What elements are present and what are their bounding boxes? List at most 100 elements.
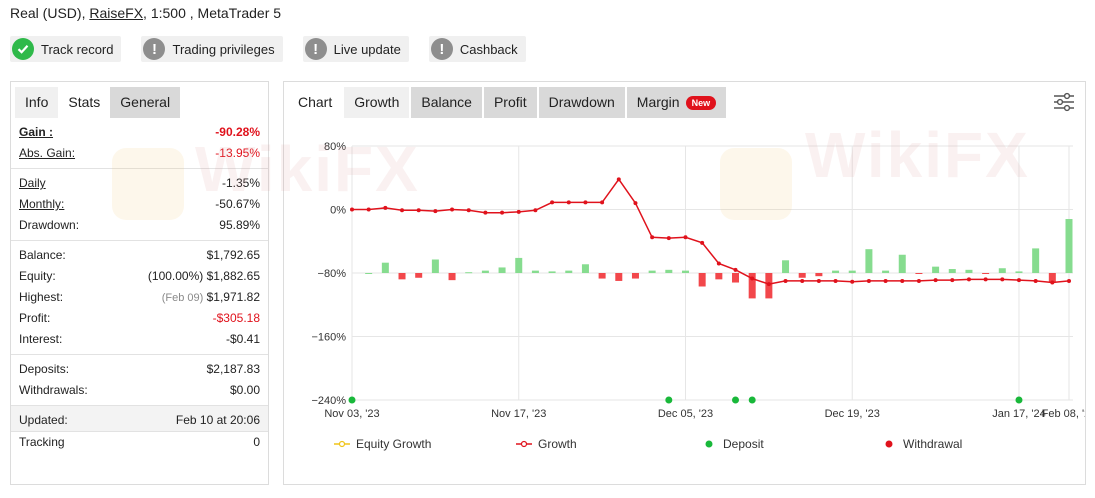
stat-value: -$0.41	[225, 332, 260, 346]
deposit-marker	[348, 396, 356, 404]
growth-point	[516, 209, 521, 214]
growth-point	[983, 277, 988, 282]
growth-point	[650, 235, 655, 240]
badge-live-update[interactable]: ! Live update	[302, 36, 409, 62]
growth-point	[366, 207, 371, 212]
badge-track-record[interactable]: Track record	[10, 36, 122, 62]
growth-point	[600, 200, 605, 205]
stats-body: Gain : -90.28% Abs. Gain: -13.95% Daily …	[11, 118, 268, 457]
stat-label[interactable]: Monthly:	[19, 197, 65, 211]
broker-link[interactable]: RaiseFX	[89, 5, 144, 21]
stat-value: (Feb 09) $1,971.82	[162, 287, 260, 309]
daily-bar	[415, 273, 423, 278]
legend-label: Equity Growth	[356, 437, 431, 451]
stat-value: Feb 10 at 20:06	[175, 413, 260, 427]
period-group: Daily -1.35% Monthly: -50.67% Drawdown: …	[11, 168, 268, 240]
tab-general[interactable]: General	[110, 87, 181, 118]
growth-point	[616, 177, 621, 182]
stat-abs-gain: Abs. Gain: -13.95%	[11, 143, 268, 164]
growth-point	[833, 278, 838, 283]
highest-date: (Feb 09)	[161, 292, 204, 304]
stat-value: (100.00%) $1,882.65	[147, 269, 260, 283]
tab-stats[interactable]: Stats	[68, 94, 101, 110]
stat-value: -13.95%	[215, 146, 260, 160]
legend-swatch-dot	[705, 440, 713, 448]
sliders-icon[interactable]	[1053, 92, 1075, 112]
daily-bar	[1048, 273, 1056, 282]
tab-balance[interactable]: Balance	[411, 87, 482, 118]
stat-label[interactable]: Daily	[19, 176, 46, 190]
growth-point	[1067, 278, 1071, 283]
growth-point	[466, 208, 471, 213]
tab-chart[interactable]: Chart	[298, 94, 333, 110]
deposit-group: Deposits: $2,187.83 Withdrawals: $0.00	[11, 354, 268, 405]
daily-bar	[631, 273, 639, 279]
chart-tabs: Chart Growth Balance Profit Drawdown Mar…	[288, 87, 728, 118]
tab-margin-label: Margin	[636, 94, 680, 110]
updated-group: Updated: Feb 10 at 20:06	[11, 405, 268, 431]
stat-balance: Balance: $1,792.65	[11, 245, 268, 266]
daily-bar	[882, 270, 890, 273]
growth-point	[666, 236, 671, 241]
stat-value: -90.28%	[215, 125, 260, 139]
daily-bar	[748, 273, 756, 299]
growth-line	[352, 178, 1070, 285]
tab-profit[interactable]: Profit	[483, 87, 537, 118]
growth-point	[533, 208, 538, 213]
daily-bar	[381, 262, 389, 273]
daily-bar	[1065, 219, 1073, 273]
y-tick-label: 80%	[324, 141, 346, 153]
growth-point	[1033, 278, 1038, 283]
badge-trading-privileges[interactable]: ! Trading privileges	[141, 36, 283, 62]
growth-point	[900, 278, 905, 283]
daily-bar	[698, 273, 706, 287]
daily-bar	[448, 273, 456, 281]
stat-drawdown: Drawdown: 95.89%	[11, 215, 268, 236]
tab-info[interactable]: Info	[15, 87, 59, 118]
account-line: Real (USD), RaiseFX, 1:500 , MetaTrader …	[10, 5, 281, 21]
daily-bar	[665, 269, 673, 273]
growth-point	[733, 267, 738, 272]
tab-margin[interactable]: Margin New	[626, 87, 727, 118]
daily-bar	[965, 269, 973, 273]
stat-profit: Profit: -$305.18	[11, 308, 268, 329]
x-tick-label: Dec 05, '23	[658, 408, 713, 420]
daily-bar	[998, 268, 1006, 273]
stat-updated: Updated: Feb 10 at 20:06	[11, 410, 268, 431]
badge-label: Live update	[333, 41, 401, 57]
deposit-marker	[665, 396, 673, 404]
badge-label: Trading privileges	[172, 41, 275, 57]
daily-bar	[531, 270, 539, 273]
stat-equity: Equity: (100.00%) $1,882.65	[11, 266, 268, 287]
deposit-marker	[748, 396, 756, 404]
daily-bar	[865, 249, 873, 273]
daily-bar	[715, 273, 723, 280]
growth-point	[450, 207, 455, 212]
daily-bar	[581, 264, 589, 273]
stat-value: $1,792.65	[206, 248, 260, 262]
daily-bar	[681, 270, 689, 273]
tab-drawdown[interactable]: Drawdown	[538, 87, 625, 118]
growth-point	[916, 278, 921, 283]
daily-bar	[481, 270, 489, 273]
new-badge: New	[685, 95, 717, 110]
growth-point	[950, 278, 955, 283]
growth-point	[483, 210, 488, 215]
deposit-marker	[732, 396, 740, 404]
x-tick-label: Nov 03, '23	[324, 408, 379, 420]
stat-label[interactable]: Gain :	[19, 125, 54, 139]
daily-bar	[782, 260, 790, 273]
badge-cashback[interactable]: ! Cashback	[428, 36, 526, 62]
stat-daily: Daily -1.35%	[11, 173, 268, 194]
growth-point	[433, 209, 438, 214]
stat-label[interactable]: Abs. Gain:	[19, 146, 76, 160]
stat-label: Equity:	[19, 269, 56, 283]
verification-badges: Track record ! Trading privileges ! Live…	[10, 36, 526, 62]
tab-growth[interactable]: Growth	[344, 87, 410, 118]
stat-label: Deposits:	[19, 362, 70, 376]
stat-label: Withdrawals:	[19, 383, 88, 397]
badge-label: Track record	[41, 41, 114, 57]
stat-label: Balance:	[19, 248, 66, 262]
stat-monthly: Monthly: -50.67%	[11, 194, 268, 215]
growth-point	[500, 210, 505, 215]
